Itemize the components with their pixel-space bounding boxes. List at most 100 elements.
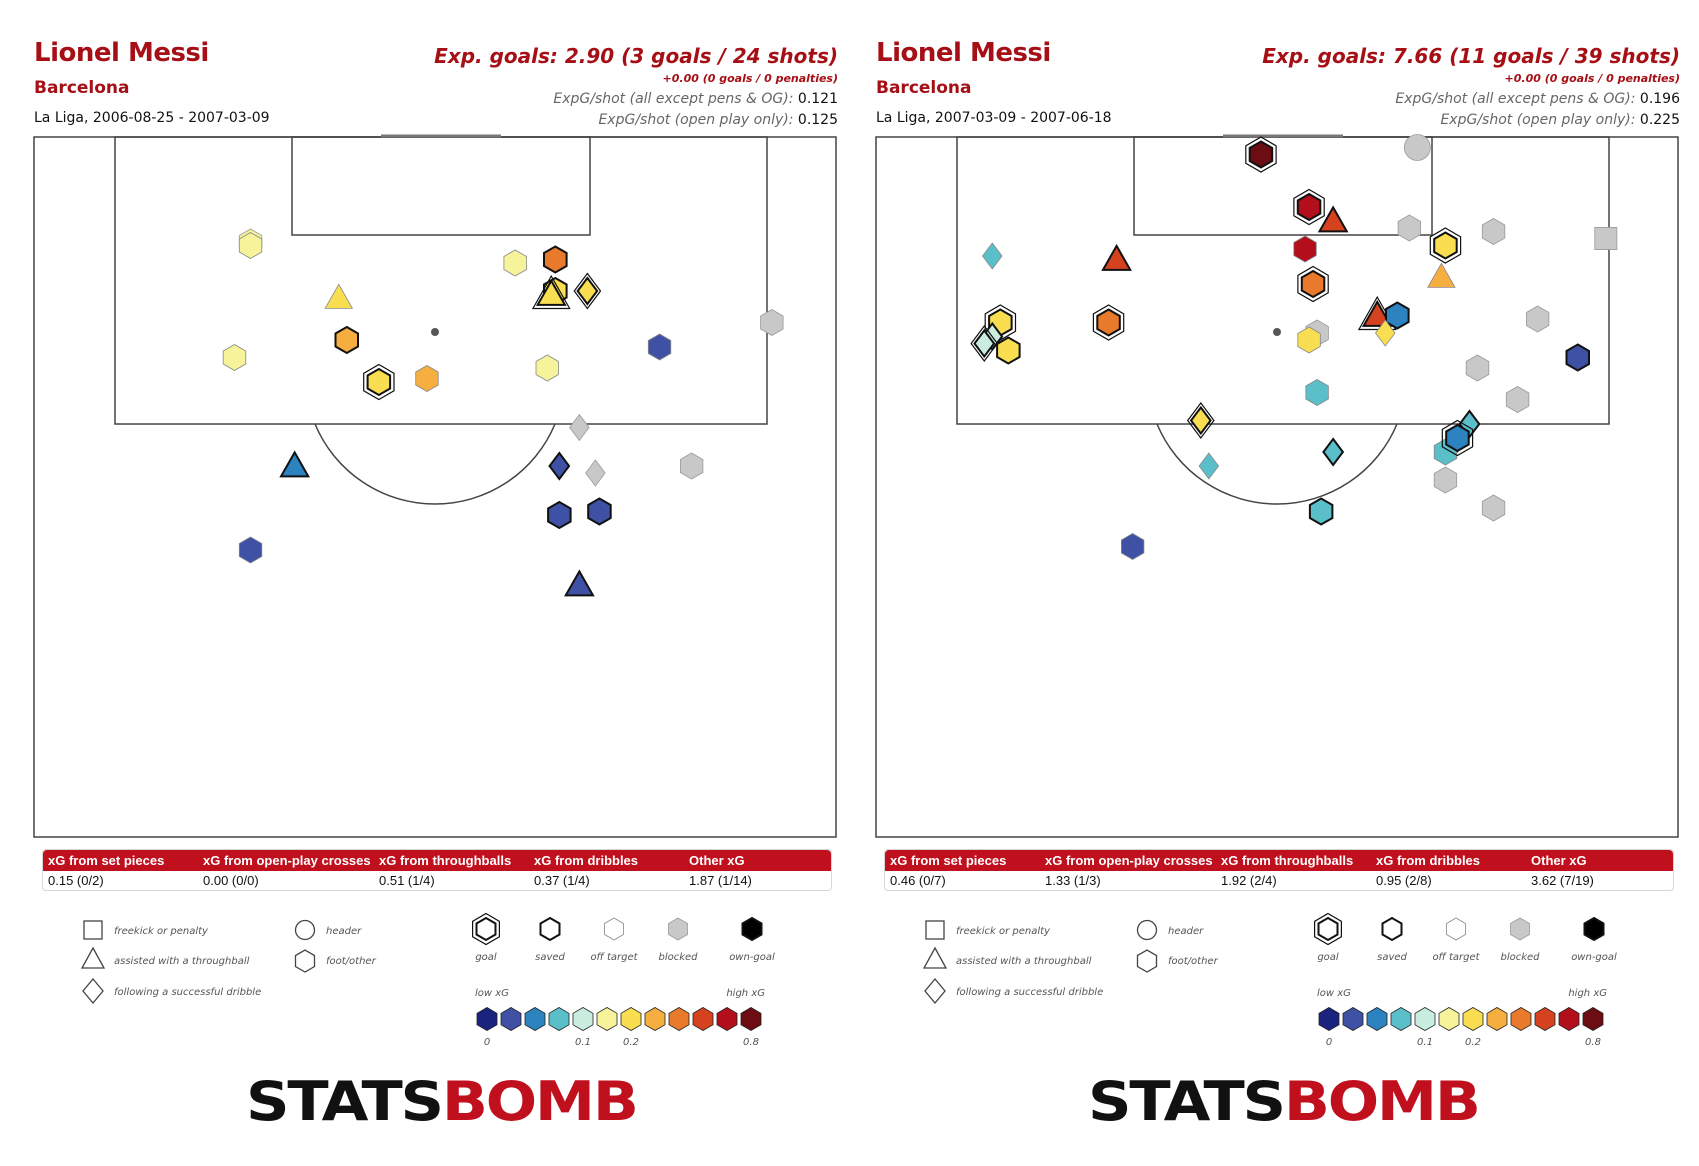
saved-icon [1381, 916, 1403, 942]
legend-saved: saved [1377, 952, 1407, 963]
xg-per-shot-all: ExpG/shot (all except pens & OG): 0.121 [553, 91, 838, 107]
triangle-icon [922, 946, 948, 969]
legend-low-xg: low xG [475, 988, 509, 999]
shot-marker [1317, 205, 1349, 233]
shot-shape [1248, 140, 1274, 169]
exp-goals-summary: Exp. goals: 2.90 (3 goals / 24 shots) [434, 44, 838, 68]
shot-map-panel-2: Lionel Messi Barcelona La Liga, 2007-03-… [842, 0, 1680, 1166]
shots [222, 228, 784, 597]
shot-shape [334, 325, 359, 355]
goal-ring [1245, 136, 1277, 173]
xg-per-shot-open-play: ExpG/shot (open play only): 0.125 [598, 112, 838, 128]
xg-scale-swatch [500, 1007, 522, 1031]
shot-marker [543, 245, 568, 274]
xg-scale-tick: 0.1 [575, 1037, 591, 1048]
shot-shape [1096, 308, 1121, 337]
shot-shape [741, 916, 763, 942]
goal-icon [1314, 912, 1342, 946]
legend-own-goal: own-goal [1571, 952, 1617, 963]
shot-shape [982, 242, 1003, 270]
xg-scale-swatch [692, 1007, 714, 1031]
xg-scale-swatch [1438, 1007, 1460, 1031]
goal-ring [472, 912, 500, 946]
legend-blocked: blocked [1500, 952, 1540, 963]
legend-dribble: following a successful dribble [114, 987, 261, 998]
xg-scale-tick: 0 [484, 1037, 490, 1048]
legend-saved: saved [535, 952, 565, 963]
shot-marker [1481, 218, 1506, 245]
xg-scale-swatch [716, 1007, 738, 1031]
shot-shape [1433, 231, 1458, 260]
shot-shape [535, 354, 559, 382]
player-name: Lionel Messi [876, 38, 1051, 68]
shot-marker [1429, 227, 1462, 264]
shot-marker [334, 325, 359, 355]
shot-shape [647, 333, 672, 361]
shot-shape [587, 497, 612, 526]
shot-shape [1481, 218, 1506, 245]
stat-value-set-pieces: 0.46 (0/7) [890, 873, 946, 888]
goal-ring [1429, 227, 1462, 264]
shot-marker [680, 452, 704, 480]
xg-scale-tick: 0.8 [743, 1037, 759, 1048]
legend-foot: foot/other [1168, 956, 1219, 967]
goal-ring [573, 272, 602, 310]
shot-shape [1322, 437, 1345, 467]
xg-scale-swatch [548, 1007, 570, 1031]
stat-header-set-pieces: xG from set pieces [890, 853, 1007, 868]
shot-marker [585, 459, 606, 487]
legend-low-xg: low xG [1317, 988, 1351, 999]
stat-value-throughballs: 1.92 (2/4) [1221, 873, 1277, 888]
legend: freekick or penalty assisted with a throu… [922, 912, 1617, 1048]
xg-breakdown-table: xG from set pieces xG from open-play cro… [42, 849, 832, 891]
shot-marker [760, 309, 784, 336]
legend-high-xg: high xG [1568, 988, 1607, 999]
legend: freekick or penalty assisted with a throu… [80, 912, 775, 1048]
blocked-icon [668, 917, 688, 941]
diamond-icon [82, 977, 104, 1005]
stat-header-other: Other xG [1531, 853, 1587, 868]
xg-scale-swatch [476, 1007, 498, 1031]
legend-goal: goal [475, 952, 497, 963]
own-goal-icon [741, 916, 763, 942]
pitch-boundary [33, 136, 837, 838]
competition-dates: La Liga, 2006-08-25 - 2007-03-09 [34, 110, 270, 126]
shot-shape [547, 500, 572, 530]
team-name: Barcelona [34, 78, 130, 98]
stat-header-dribbles: xG from dribbles [1376, 853, 1481, 868]
circle-icon [1136, 919, 1158, 941]
legend-off-target: off target [590, 952, 638, 963]
shot-shape [1427, 262, 1456, 288]
square-icon [83, 920, 103, 940]
shot-marker [1308, 497, 1334, 526]
shot-shape [1317, 205, 1349, 233]
shot-marker [1441, 419, 1474, 457]
off-target-icon [604, 917, 624, 941]
shot-marker [279, 450, 311, 478]
pitch-boundary [875, 136, 1679, 838]
xg-scale-swatch [668, 1007, 690, 1031]
shot-marker [569, 413, 590, 442]
shot-shape [1505, 386, 1530, 413]
shot-shape [1300, 269, 1326, 299]
xg-scale-swatch [1366, 1007, 1388, 1031]
shot-shape [973, 328, 996, 359]
shot-shape [475, 916, 497, 942]
shot-shape [1120, 533, 1145, 560]
legend-throughball: assisted with a throughball [956, 956, 1092, 967]
shot-shape [543, 245, 568, 274]
goal-ring [1314, 912, 1342, 946]
penalty-spot [1273, 328, 1281, 336]
shot-shape [1381, 916, 1403, 942]
shot-marker [1375, 319, 1396, 347]
pitch-lines [33, 134, 837, 838]
shot-marker [1385, 301, 1410, 330]
shot-shape [1385, 301, 1410, 330]
xg-scale-swatch [1342, 1007, 1364, 1031]
xg-scale-swatch [740, 1007, 762, 1031]
stat-value-other: 1.87 (1/14) [689, 873, 752, 888]
legend-freekick: freekick or penalty [114, 926, 209, 937]
shot-marker [324, 283, 354, 309]
shot-marker [1198, 452, 1220, 480]
penalties-summary: +0.00 (0 goals / 0 penalties) [1504, 72, 1680, 85]
